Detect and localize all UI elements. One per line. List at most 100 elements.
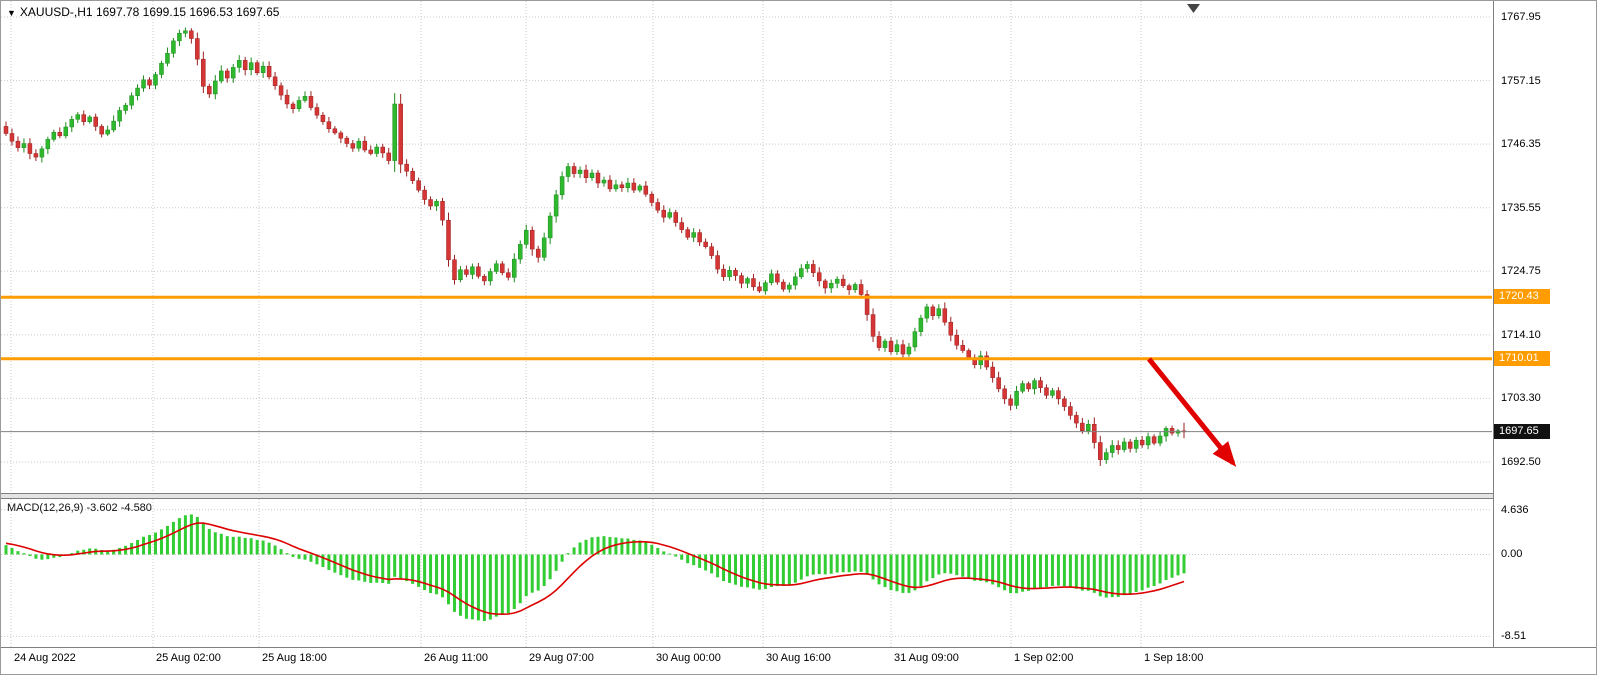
- candle-body: [601, 179, 607, 184]
- candle-body: [846, 285, 852, 291]
- candle-body: [727, 270, 732, 278]
- panel-splitter[interactable]: [1, 493, 1596, 499]
- macd-histogram-bar: [399, 554, 403, 579]
- macd-histogram-bar: [566, 553, 570, 555]
- macd-histogram-bar: [979, 554, 983, 581]
- macd-histogram-bar: [871, 554, 875, 580]
- candle-body: [984, 355, 989, 368]
- macd-histogram-bar: [757, 554, 761, 590]
- candle-body: [440, 201, 445, 221]
- macd-histogram-bar: [488, 554, 492, 620]
- time-axis-label: 24 Aug 2022: [14, 652, 76, 664]
- macd-histogram-bar: [28, 554, 32, 557]
- macd-histogram-bar: [961, 554, 965, 577]
- macd-histogram-bar: [279, 549, 283, 555]
- symbol-dropdown-icon[interactable]: ▼: [7, 8, 16, 18]
- candle-body: [296, 100, 302, 109]
- candle-body: [320, 114, 326, 122]
- chart-canvas[interactable]: [1, 1, 1493, 675]
- candle-body: [1038, 380, 1043, 388]
- macd-histogram-bar: [153, 532, 157, 555]
- candle-body: [111, 120, 116, 131]
- time-axis[interactable]: 24 Aug 2022 25 Aug 02:00 25 Aug 18:00 26 Au…: [1, 648, 1596, 674]
- candle-body: [721, 268, 726, 278]
- candle-body: [1092, 424, 1097, 443]
- candle-body: [99, 126, 104, 135]
- candle-body: [87, 116, 92, 122]
- candle-body: [673, 212, 678, 223]
- macd-histogram-bar: [387, 554, 391, 584]
- macd-histogram-bar: [1140, 554, 1144, 591]
- trend-arrow[interactable]: [1147, 357, 1237, 467]
- candle-body: [745, 278, 750, 284]
- macd-indicator-label: MACD(12,26,9) -3.602 -4.580: [7, 502, 152, 514]
- macd-histogram-bar: [763, 554, 767, 590]
- candle-body: [805, 264, 810, 269]
- price-axis[interactable]: 1767.95 1757.15 1746.35 1735.55 1724.75 1714.…: [1494, 1, 1596, 647]
- macd-histogram-bar: [542, 554, 546, 586]
- macd-histogram-bar: [955, 554, 959, 576]
- candle-body: [667, 212, 672, 218]
- candle-body: [308, 96, 314, 108]
- macd-histogram-bar: [4, 545, 8, 555]
- candle-body: [1002, 388, 1007, 400]
- candle-body: [3, 126, 9, 134]
- horizontal-level-lines[interactable]: [1, 295, 1492, 361]
- price-axis-label: 1767.95: [1501, 11, 1541, 23]
- candle-body: [350, 143, 356, 149]
- macd-histogram-bar: [686, 554, 690, 564]
- macd-histogram-bar: [835, 554, 839, 573]
- candle-body: [691, 232, 696, 238]
- macd-histogram-bar: [1122, 554, 1126, 596]
- candle-body: [1080, 422, 1085, 431]
- candle-body: [1032, 380, 1037, 390]
- macd-histogram-bar: [560, 554, 564, 562]
- candle-body: [219, 70, 224, 82]
- macd-histogram-bar: [1062, 554, 1066, 587]
- candle-body: [811, 264, 816, 273]
- candle-body: [900, 344, 906, 355]
- candle-body: [1157, 435, 1163, 444]
- candle-body: [739, 275, 744, 284]
- macd-histogram-bar: [112, 549, 116, 555]
- macd-histogram-bar: [638, 540, 642, 555]
- candle-body: [398, 103, 403, 165]
- candle-body: [529, 229, 535, 250]
- macd-histogram-bar: [1176, 554, 1180, 576]
- candle-body: [816, 272, 822, 282]
- macd-histogram-bar: [859, 554, 863, 572]
- chart-shift-marker[interactable]: [1187, 4, 1200, 13]
- macd-histogram-bar: [1128, 554, 1132, 595]
- macd-histogram-bar: [10, 547, 14, 555]
- macd-histogram-bar: [100, 549, 104, 555]
- macd-histogram-bar: [662, 551, 666, 555]
- macd-histogram-bar: [728, 554, 732, 583]
- macd-histogram-bar: [321, 554, 325, 568]
- macd-axis-label: 0.00: [1501, 548, 1523, 561]
- macd-histogram-bar: [429, 554, 433, 594]
- candle-body: [147, 79, 152, 86]
- price-axis-label: 1724.75: [1501, 265, 1541, 278]
- macd-histogram-bar: [76, 550, 80, 555]
- macd-histogram-bar: [231, 536, 235, 555]
- macd-histogram-bar: [668, 553, 672, 555]
- macd-histogram-bar: [148, 535, 152, 555]
- macd-histogram-bar: [16, 551, 20, 555]
- macd-histogram-bar: [997, 554, 1001, 588]
- macd-histogram-bar: [446, 554, 450, 605]
- macd-histogram-bar: [584, 539, 588, 555]
- macd-histogram-bar: [165, 525, 169, 555]
- macd-histogram-bar: [273, 545, 277, 555]
- candle-body: [793, 276, 798, 286]
- candle-body: [512, 258, 517, 278]
- candle-body: [619, 184, 625, 188]
- candle-body: [595, 172, 601, 184]
- macd-histogram-bar: [1146, 554, 1150, 588]
- macd-histogram-bar: [644, 542, 648, 555]
- candle-body: [314, 107, 320, 116]
- macd-histogram-bar: [1044, 554, 1048, 588]
- candle-body: [254, 62, 260, 73]
- macd-histogram-bar: [811, 554, 815, 575]
- candle-body: [506, 272, 511, 278]
- time-axis-label: 1 Sep 18:00: [1144, 652, 1204, 664]
